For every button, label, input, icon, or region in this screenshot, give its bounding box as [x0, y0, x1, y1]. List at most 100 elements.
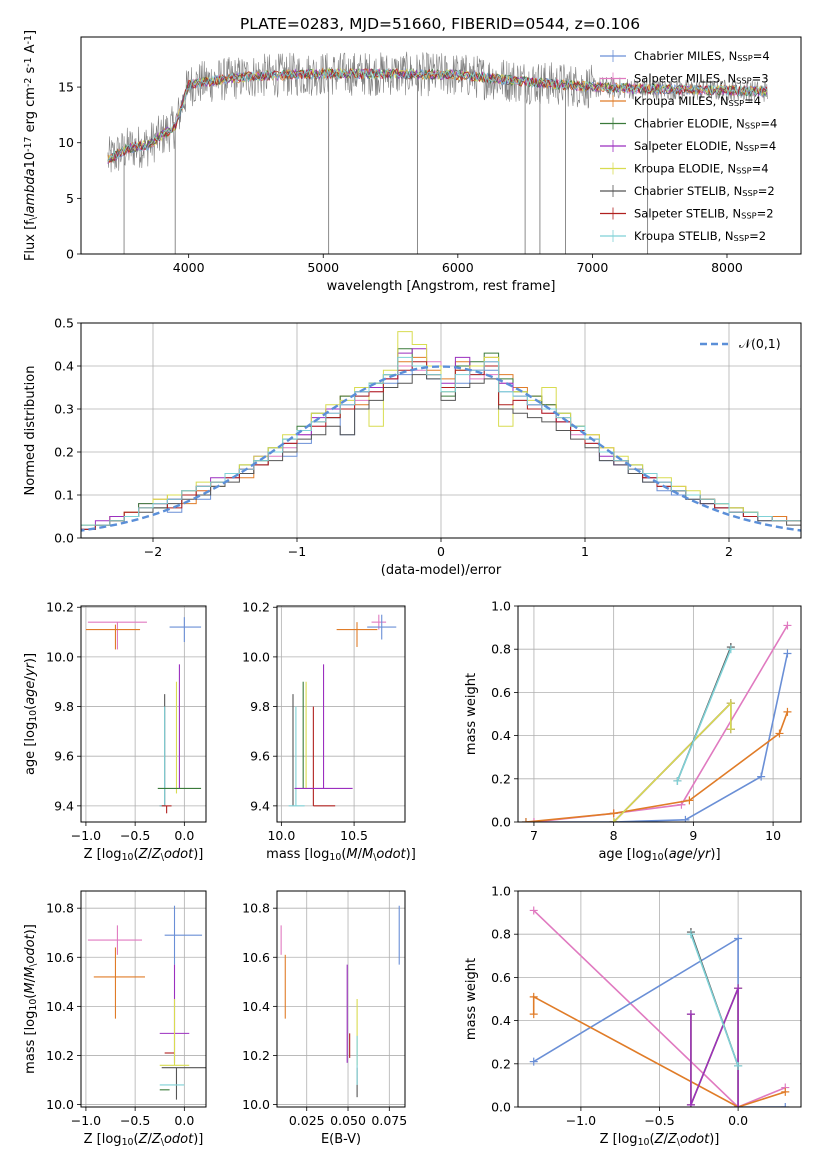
axes-frame — [517, 605, 802, 823]
errorbar-kroupa-miles — [336, 622, 378, 647]
x-tick-label: 8000 — [711, 260, 743, 275]
y-tick-label: 0.6 — [491, 685, 511, 700]
x-tick-label: 0.0 — [174, 1113, 194, 1128]
axes-residuals: −2 −1 0 1 2 0.0 0.1 0.2 0.3 0.4 0.5 (data-model)/er… — [23, 316, 802, 578]
series-marker — [686, 1100, 695, 1107]
x-tick-label: 4000 — [173, 260, 205, 275]
axes-frame — [80, 36, 802, 255]
y-tick-label: 5 — [66, 191, 74, 206]
errorbar-chabrier-stelib — [159, 694, 166, 807]
y-tick-label: 15 — [58, 80, 74, 95]
x-tick-label: 0.075 — [371, 1113, 407, 1128]
x-tick-label: −2 — [144, 544, 162, 559]
series-marker — [775, 729, 784, 738]
y-tick-label: 10.8 — [242, 901, 270, 916]
legend-normal: 𝒩(0,1) — [700, 336, 781, 351]
x-tick-label: 7000 — [576, 260, 608, 275]
y-tick-label: 10.0 — [242, 1097, 270, 1112]
series-line — [690, 987, 739, 1107]
legend: Chabrier MILES, NSSP​=4 Salpeter MILES, N… — [600, 49, 777, 243]
legend-label: Salpeter MILES, NSSP​=3 — [634, 72, 769, 86]
y-tick-label: 0.0 — [54, 531, 74, 546]
x-tick-label: 0 — [437, 544, 445, 559]
errorbar-salpeter-stelib — [161, 805, 172, 814]
errorbar-kroupa-elodie — [159, 999, 190, 1066]
x-axis-label: (data-model)/error — [381, 563, 502, 578]
errorbar-salpeter-miles — [87, 621, 147, 650]
x-axis-label: wavelength [Angstrom, rest frame] — [327, 279, 556, 294]
x-tick-label: 10 — [765, 828, 781, 843]
series-marker — [609, 818, 618, 822]
errorbar-chabrier-miles — [164, 905, 203, 965]
series-salpeter-miles — [529, 621, 792, 822]
legend-label: Kroupa STELIB, NSSP​=2 — [634, 229, 766, 243]
errorbar-kroupa-miles — [85, 624, 141, 650]
y-tick-label: 0.4 — [54, 359, 74, 374]
axes-mass_vs_Z: −1.0 −0.5 0.0 10.0 10.2 10.4 10.6 10.8 Z [log10​… — [23, 890, 207, 1148]
series-marker — [781, 1103, 790, 1107]
y-tick-label: 9.8 — [250, 699, 270, 714]
y-tick-label: 10.0 — [242, 649, 270, 664]
series-marker — [529, 1057, 538, 1066]
y-tick-label: 0.0 — [491, 1100, 511, 1115]
y-tick-label: 10.2 — [242, 1048, 270, 1063]
x-tick-label: 6000 — [442, 260, 474, 275]
x-tick-label: 7 — [530, 828, 538, 843]
y-tick-label: 10.2 — [46, 1048, 74, 1063]
plot-area-mass_vs_Z — [87, 905, 206, 1100]
errorbar-salpeter-miles — [87, 925, 143, 955]
x-axis-label: mass [log10​(M/M\​odot)] — [266, 847, 416, 863]
axes-frame — [276, 890, 406, 1108]
model-line-kroupa-stelib — [107, 67, 768, 163]
plot-area-mass_weight_vs_Z — [529, 906, 790, 1107]
series-line — [526, 653, 789, 822]
x-axis-label: age [log10​(age/yr)] — [598, 847, 720, 863]
y-tick-label: 0.2 — [491, 771, 511, 786]
y-tick-label: 0 — [66, 247, 74, 262]
y-tick-label: 0.6 — [491, 970, 511, 985]
y-tick-label: 10 — [58, 135, 74, 150]
y-tick-label: 0.5 — [54, 316, 74, 331]
x-tick-label: −0.5 — [120, 828, 150, 843]
x-tick-label: 10.0 — [267, 828, 295, 843]
x-tick-label: −0.5 — [120, 1113, 150, 1128]
x-tick-label: 0.0 — [728, 1113, 748, 1128]
series-kroupa-stelib — [673, 645, 735, 785]
axes-frame — [80, 890, 207, 1108]
y-tick-label: 10.8 — [46, 901, 74, 916]
axes-mass_weight_vs_age: 7 8 9 10 0.0 0.2 0.4 0.6 0.8 1.0 age [log10​(age/y… — [464, 599, 802, 863]
plot-area-mass_weight_vs_age — [521, 621, 792, 822]
figure-title: PLATE=0283, MJD=51660, FIBERID=0544, z=0… — [240, 15, 640, 33]
axes-frame — [517, 890, 802, 1108]
y-axis-label: mass weight — [464, 673, 479, 755]
axes-frame — [80, 605, 207, 823]
x-tick-label: 0.0 — [174, 828, 194, 843]
series-chabrier-miles — [521, 649, 792, 822]
y-tick-label: 10.2 — [242, 600, 270, 615]
x-tick-label: 8 — [610, 828, 618, 843]
series-marker — [757, 772, 766, 781]
errorbar-kroupa-stelib — [288, 706, 305, 807]
plot-area-mass_vs_ebv — [280, 905, 400, 1098]
legend-label: Salpeter STELIB, NSSP​=2 — [634, 207, 774, 221]
x-tick-label: 10.5 — [340, 828, 368, 843]
x-tick-label: 0.025 — [289, 1113, 325, 1128]
series-marker — [681, 815, 690, 822]
y-tick-label: 0.2 — [54, 445, 74, 460]
y-tick-label: 0.3 — [54, 402, 74, 417]
x-tick-label: −1.0 — [566, 1113, 596, 1128]
y-tick-label: 9.6 — [54, 749, 74, 764]
series-marker — [529, 1010, 538, 1019]
x-tick-label: −1.0 — [71, 828, 101, 843]
series-marker — [781, 1087, 790, 1096]
legend-label: Chabrier MILES, NSSP​=4 — [634, 49, 770, 63]
series-marker — [734, 984, 743, 993]
y-tick-label: 0.2 — [491, 1056, 511, 1071]
y-tick-label: 10.4 — [46, 999, 74, 1014]
series-line — [525, 711, 789, 822]
axes-age_vs_Z: −1.0 −0.5 0.0 9.4 9.6 9.8 10.0 10.2 Z [log10​(Z/… — [23, 600, 207, 863]
series-kroupa-stelib — [686, 930, 743, 1070]
y-tick-label: 0.8 — [491, 927, 511, 942]
